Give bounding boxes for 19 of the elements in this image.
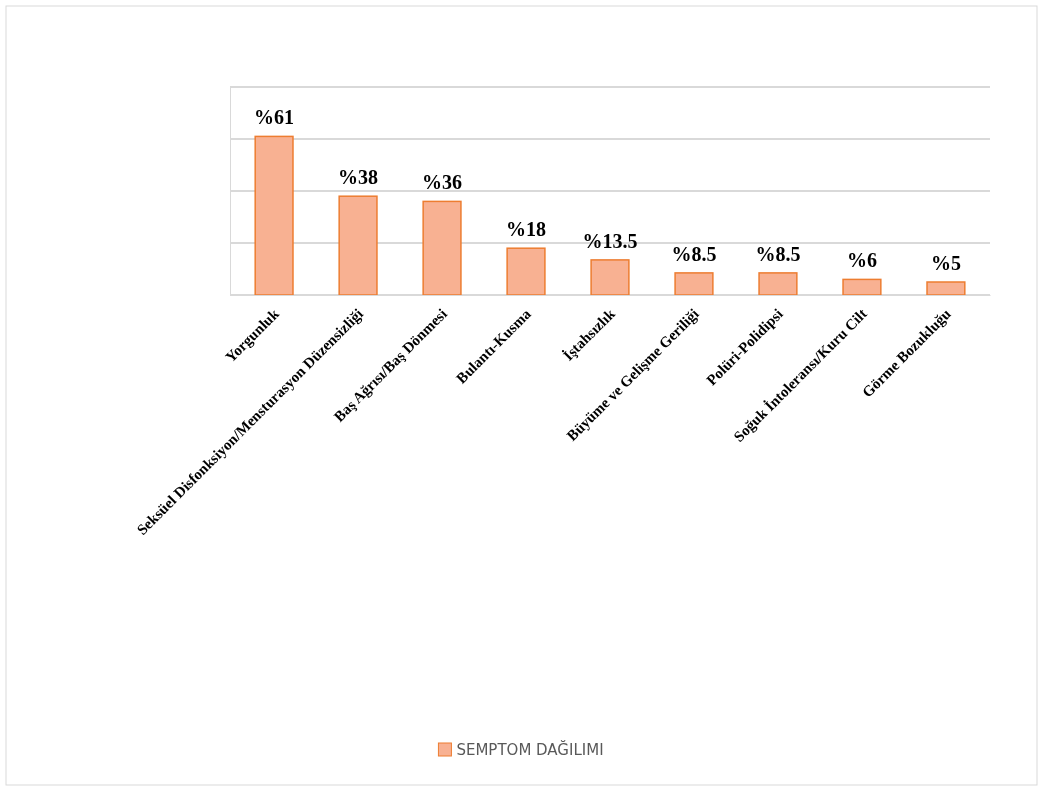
bar [842, 278, 882, 296]
legend-label: SEMPTOM DAĞILIMI [456, 740, 604, 760]
data-label: %6 [846, 249, 877, 272]
bar [422, 200, 462, 296]
data-label: %61 [254, 106, 295, 129]
data-label: %5 [930, 252, 961, 274]
data-label: %8.5 [671, 242, 717, 265]
bar [758, 272, 798, 296]
bar [506, 247, 546, 296]
data-label: %8.5 [755, 242, 801, 265]
bar [590, 259, 630, 296]
bar [674, 272, 714, 296]
bar [926, 281, 966, 296]
bar [254, 135, 294, 296]
data-label: %38 [338, 166, 379, 189]
data-label: %13.5 [582, 229, 638, 252]
bar [338, 195, 378, 296]
data-label: %36 [422, 171, 463, 194]
data-label: %18 [506, 218, 547, 241]
